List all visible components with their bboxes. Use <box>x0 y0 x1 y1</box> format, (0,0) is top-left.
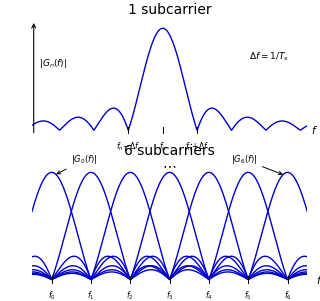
Text: $|G_6(f)|$: $|G_6(f)|$ <box>230 153 282 175</box>
Text: $f_n$: $f_n$ <box>159 141 167 153</box>
Text: $f_3$: $f_3$ <box>166 289 173 301</box>
Text: $f_6$: $f_6$ <box>284 289 292 301</box>
Text: $f_5$: $f_5$ <box>244 289 252 301</box>
Text: $f$: $f$ <box>316 274 320 286</box>
Text: $f_4$: $f_4$ <box>205 289 213 301</box>
Title: 1 subcarrier: 1 subcarrier <box>128 3 212 17</box>
Text: $\Delta f=1/T_s$: $\Delta f=1/T_s$ <box>249 51 289 63</box>
Text: $f_n\!+\!\Delta f$: $f_n\!+\!\Delta f$ <box>185 141 209 153</box>
Title: 6 subcarriers: 6 subcarriers <box>124 144 215 158</box>
Text: $f_0$: $f_0$ <box>48 289 56 301</box>
Text: $f_1$: $f_1$ <box>87 289 95 301</box>
Text: $f_2$: $f_2$ <box>126 289 134 301</box>
Text: $|G_n(f)|$: $|G_n(f)|$ <box>39 57 67 70</box>
Text: $\cdots$: $\cdots$ <box>163 158 177 172</box>
Text: $f$: $f$ <box>311 124 318 136</box>
Text: $|G_0(f)|$: $|G_0(f)|$ <box>57 153 98 174</box>
Text: $f_n\!-\!\Delta f$: $f_n\!-\!\Delta f$ <box>116 141 140 153</box>
